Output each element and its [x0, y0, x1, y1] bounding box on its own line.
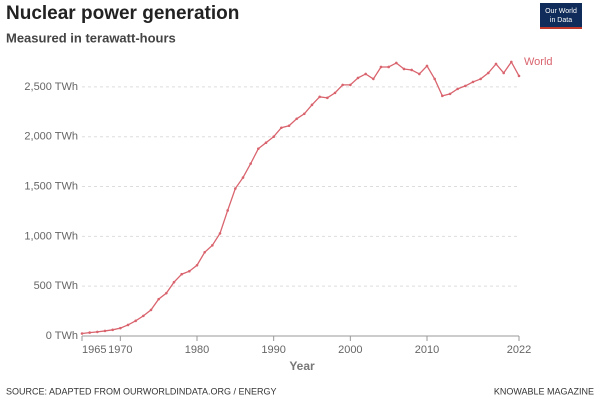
- point: [142, 314, 145, 318]
- legend-label: World: [524, 56, 553, 68]
- point: [487, 71, 490, 75]
- chart-subtitle: Measured in terawatt-hours: [6, 30, 176, 45]
- point: [241, 176, 245, 179]
- point: [226, 209, 229, 212]
- x-tick-label: 1990: [261, 344, 285, 356]
- point: [379, 65, 383, 69]
- point: [88, 331, 91, 334]
- point: [395, 61, 398, 65]
- y-tick-label: 2,500 TWh: [24, 81, 78, 93]
- point: [280, 126, 283, 130]
- point: [471, 80, 475, 84]
- point: [433, 77, 436, 81]
- x-tick-label: 2000: [338, 344, 362, 356]
- point: [203, 251, 206, 254]
- point: [264, 141, 268, 144]
- point: [272, 135, 275, 139]
- point: [448, 92, 452, 96]
- point: [349, 83, 352, 87]
- point: [418, 72, 421, 76]
- point: [234, 187, 237, 190]
- y-tick-label: 0 TWh: [46, 330, 78, 342]
- x-tick-label: 1970: [108, 344, 132, 356]
- point: [287, 124, 291, 128]
- point: [218, 232, 222, 235]
- point: [80, 332, 84, 335]
- logo-text: Our World: [545, 8, 577, 15]
- point: [211, 244, 214, 247]
- logo-stripe: [540, 27, 582, 29]
- point: [341, 83, 344, 87]
- source: SOURCE: ADAPTED FROM OURWORLDINDATA.ORG …: [6, 386, 277, 396]
- point: [188, 269, 191, 273]
- point: [303, 112, 306, 116]
- point: [479, 77, 482, 81]
- point: [410, 68, 413, 72]
- point: [364, 72, 367, 76]
- point: [333, 91, 337, 95]
- point: [517, 74, 521, 78]
- logo: [540, 3, 582, 29]
- point: [257, 147, 260, 150]
- point: [119, 326, 122, 330]
- point: [387, 65, 390, 69]
- point: [310, 103, 314, 107]
- point: [180, 272, 183, 276]
- logo-text: in Data: [550, 17, 572, 24]
- point: [372, 77, 375, 81]
- point: [134, 319, 137, 323]
- point: [502, 71, 505, 75]
- line: [81, 60, 520, 335]
- y-tick-label: 1,000 TWh: [24, 230, 78, 242]
- point: [96, 330, 99, 334]
- point: [172, 280, 176, 284]
- point: [494, 62, 498, 66]
- y-tick-label: 500 TWh: [34, 280, 78, 292]
- chart-title: Nuclear power generation: [6, 3, 239, 24]
- point: [318, 95, 321, 99]
- point: [464, 84, 467, 88]
- credit: KNOWABLE MAGAZINE: [494, 386, 594, 396]
- point: [510, 60, 513, 64]
- point: [157, 297, 160, 301]
- point: [356, 76, 360, 80]
- point: [456, 87, 459, 91]
- point: [425, 64, 429, 68]
- point: [295, 117, 298, 121]
- point: [249, 162, 252, 165]
- y-tick-label: 1,500 TWh: [24, 180, 78, 192]
- x-tick-label: 1965: [82, 344, 106, 356]
- point: [165, 291, 168, 295]
- point: [103, 329, 107, 333]
- point: [111, 328, 114, 332]
- point: [326, 96, 329, 100]
- point: [441, 94, 444, 98]
- x-axis-label: Year: [289, 359, 315, 373]
- point: [126, 323, 130, 327]
- point: [195, 263, 199, 267]
- y-tick-label: 2,000 TWh: [24, 131, 78, 143]
- x-tick-label: 1980: [185, 344, 209, 356]
- point: [402, 67, 406, 71]
- x-tick-label: 2022: [507, 344, 531, 356]
- x-tick-label: 2010: [415, 344, 439, 356]
- point: [149, 308, 153, 312]
